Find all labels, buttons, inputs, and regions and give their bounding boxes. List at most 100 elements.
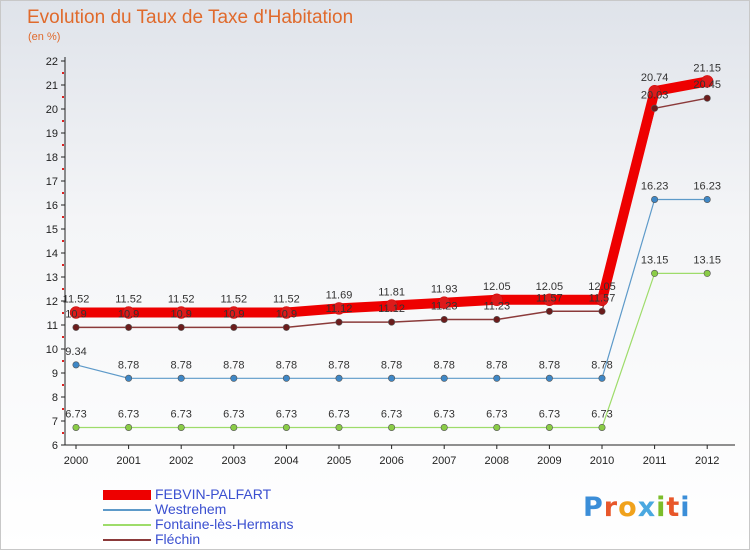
data-point xyxy=(72,323,80,331)
data-label: 20.45 xyxy=(693,79,721,91)
data-point xyxy=(125,423,133,431)
chart-title: Evolution du Taux de Taxe d'Habitation xyxy=(27,7,354,28)
x-tick-label: 2003 xyxy=(222,455,246,467)
data-point xyxy=(177,374,185,382)
proxiti-logo: Proxiti xyxy=(583,492,691,523)
data-label: 11.52 xyxy=(63,294,90,306)
data-label: 11.57 xyxy=(536,292,563,304)
x-tick-label: 2008 xyxy=(485,455,509,467)
data-label: 21.15 xyxy=(693,62,721,74)
data-label: 8.78 xyxy=(223,359,244,371)
y-minor-tick xyxy=(62,120,64,122)
legend-swatch xyxy=(103,509,151,511)
y-tick-label: 15 xyxy=(46,224,58,236)
x-tick-label: 2012 xyxy=(695,455,719,467)
y-minor-tick xyxy=(62,72,64,74)
logo-letter: i xyxy=(656,492,667,523)
y-tick-label: 12 xyxy=(46,296,58,308)
data-point xyxy=(543,293,556,307)
y-minor-tick xyxy=(62,288,64,290)
y-minor-tick xyxy=(62,264,64,266)
data-point xyxy=(490,293,504,307)
y-tick-label: 14 xyxy=(46,248,58,260)
data-label: 8.78 xyxy=(539,359,560,371)
y-minor-tick xyxy=(62,384,64,386)
data-point xyxy=(177,423,185,431)
logo-letter: t xyxy=(666,492,681,523)
data-point xyxy=(385,299,398,312)
logo-letter: o xyxy=(618,492,638,523)
data-point xyxy=(227,306,241,319)
data-label: 11.12 xyxy=(378,303,405,315)
data-label: 6.73 xyxy=(223,408,244,420)
data-label: 6.73 xyxy=(276,408,297,420)
y-minor-tick xyxy=(62,168,64,170)
legend-label: Westrehem xyxy=(155,501,227,517)
y-tick-label: 6 xyxy=(52,440,58,452)
data-point xyxy=(703,94,711,102)
data-label: 8.78 xyxy=(486,359,507,371)
data-label: 11.52 xyxy=(273,294,300,306)
data-point xyxy=(388,318,396,326)
data-point xyxy=(493,315,501,323)
data-point xyxy=(598,374,606,382)
data-label: 12.05 xyxy=(483,281,511,293)
legend-label: Fléchin xyxy=(155,531,201,547)
data-point xyxy=(72,361,80,369)
data-point xyxy=(125,374,133,382)
data-label: 6.73 xyxy=(381,408,402,420)
x-tick-label: 2011 xyxy=(643,455,667,467)
data-point xyxy=(493,374,501,382)
data-label: 6.73 xyxy=(170,408,191,420)
y-tick-label: 11 xyxy=(47,320,58,332)
data-label: 8.78 xyxy=(381,359,402,371)
y-tick-label: 7 xyxy=(52,416,58,428)
data-label: 11.52 xyxy=(168,294,195,306)
y-minor-tick xyxy=(62,144,64,146)
data-label: 10.9 xyxy=(118,308,139,320)
data-label: 16.23 xyxy=(641,180,669,192)
data-label: 8.78 xyxy=(591,359,612,371)
y-tick-label: 8 xyxy=(52,392,58,404)
data-label: 6.73 xyxy=(591,408,612,420)
data-label: 13.15 xyxy=(693,254,721,266)
data-label: 11.12 xyxy=(326,303,353,315)
y-tick-label: 9 xyxy=(52,368,58,380)
data-label: 6.73 xyxy=(328,408,349,420)
data-label: 16.23 xyxy=(693,180,721,192)
data-point xyxy=(648,84,661,98)
data-label: 20.74 xyxy=(641,72,669,84)
y-minor-tick xyxy=(62,336,64,338)
data-point xyxy=(440,423,448,431)
x-tick-label: 2010 xyxy=(590,455,614,467)
y-tick-label: 13 xyxy=(46,272,58,284)
data-label: 10.9 xyxy=(170,308,191,320)
logo-letter: i xyxy=(680,492,691,523)
data-point xyxy=(437,296,451,309)
data-point xyxy=(177,323,185,331)
legend-label: Fontaine-lès-Hermans xyxy=(155,516,294,532)
data-label: 8.78 xyxy=(328,359,349,371)
data-point xyxy=(545,307,553,315)
logo-letter: P xyxy=(583,492,604,523)
data-label: 13.15 xyxy=(641,254,669,266)
data-label: 20.03 xyxy=(641,89,669,101)
data-label: 8.78 xyxy=(170,359,191,371)
data-label: 6.73 xyxy=(539,408,560,420)
y-tick-label: 10 xyxy=(46,344,58,356)
y-tick-label: 18 xyxy=(46,152,58,164)
data-point xyxy=(69,306,83,319)
y-minor-tick xyxy=(62,312,64,314)
data-label: 12.05 xyxy=(536,281,564,293)
data-label: 11.93 xyxy=(431,284,458,296)
data-point xyxy=(598,423,606,431)
data-point xyxy=(332,302,346,315)
y-tick-label: 20 xyxy=(46,104,58,116)
y-tick-label: 19 xyxy=(46,128,58,140)
data-label: 11.81 xyxy=(378,287,405,299)
x-tick-label: 2004 xyxy=(274,455,298,467)
x-tick-label: 2000 xyxy=(64,455,88,467)
legend-swatch xyxy=(103,490,151,500)
